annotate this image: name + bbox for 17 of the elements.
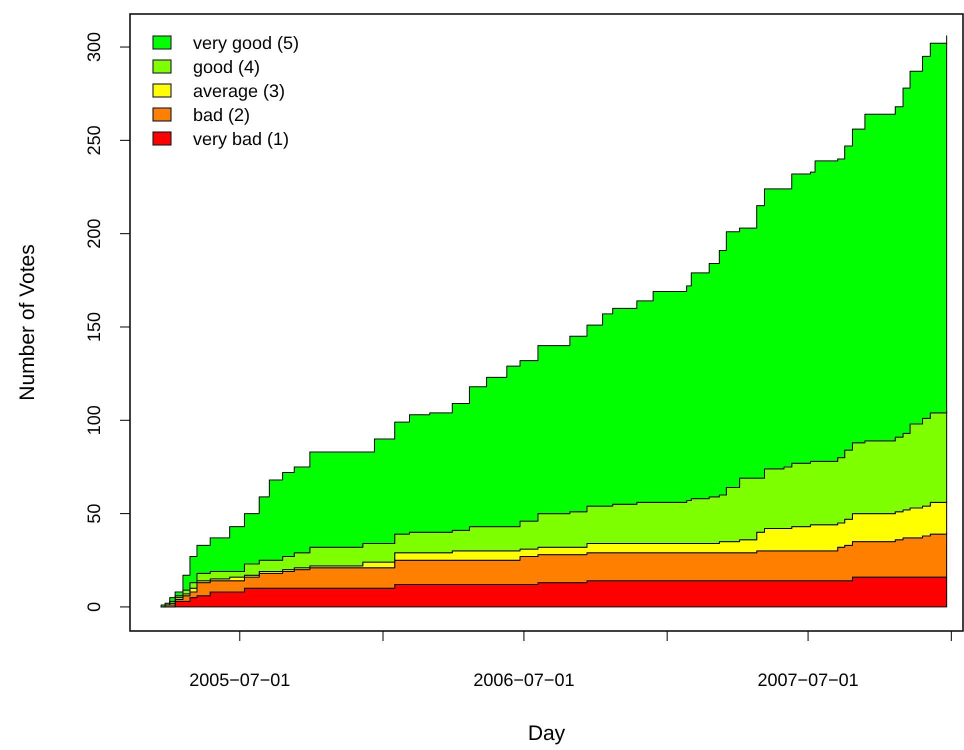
x-tick-label: 2006−07−01	[473, 670, 574, 690]
y-tick-label: 250	[84, 125, 104, 156]
legend-label: very good (5)	[193, 33, 300, 53]
y-tick-label: 0	[84, 602, 104, 612]
y-tick-label: 150	[84, 312, 104, 342]
legend-label: very bad (1)	[193, 129, 290, 149]
legend-label: bad (2)	[193, 105, 250, 125]
y-axis-title: Number of Votes	[16, 244, 39, 401]
legend-label: good (4)	[193, 57, 260, 77]
y-tick-label: 300	[84, 32, 104, 62]
y-tick-label: 50	[84, 504, 104, 524]
y-tick-label: 100	[84, 405, 104, 436]
legend-label: average (3)	[193, 81, 286, 101]
y-tick-label: 200	[84, 218, 104, 249]
x-axis-title: Day	[528, 722, 566, 745]
x-tick-label: 2007−07−01	[758, 670, 859, 690]
x-tick-label: 2005−07−01	[189, 670, 290, 690]
